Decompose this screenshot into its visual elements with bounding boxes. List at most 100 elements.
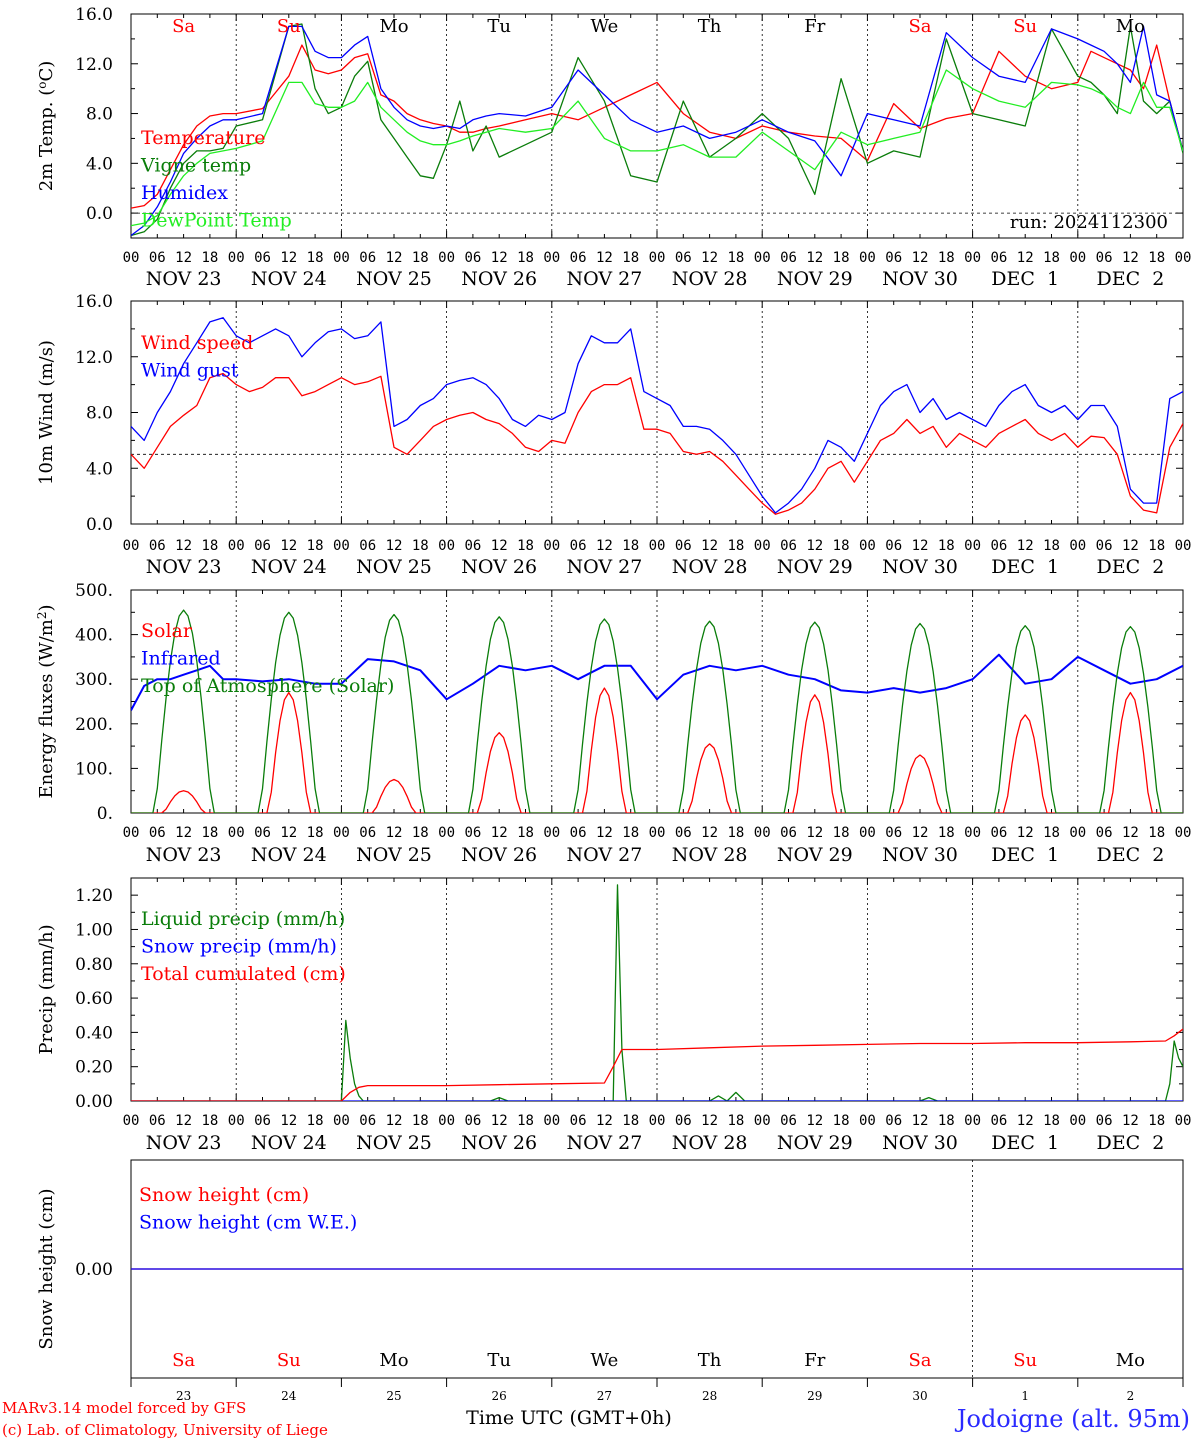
hour-label: 06 <box>780 250 797 266</box>
hour-label: 12 <box>701 250 718 266</box>
hour-label: 18 <box>307 1113 324 1129</box>
date-label: NOV 29 <box>777 556 853 578</box>
legend-entry: Snow height (cm W.E.) <box>139 1212 357 1234</box>
series-line <box>131 25 1183 237</box>
hour-label: 00 <box>228 250 245 266</box>
hour-label: 00 <box>859 825 876 841</box>
hour-label: 12 <box>1017 825 1034 841</box>
hour-label: 00 <box>228 538 245 554</box>
hour-label: 06 <box>990 250 1007 266</box>
y-axis-label: 2m Temp. (oC) <box>35 61 57 192</box>
hour-label: 06 <box>1096 825 1113 841</box>
hour-label: 06 <box>464 538 481 554</box>
y-tick-label: 1.00 <box>75 920 113 940</box>
y-tick-label: 300. <box>75 670 113 690</box>
date-label: NOV 25 <box>356 556 432 578</box>
day-number-label: 25 <box>386 1389 401 1403</box>
legend-entry: Temperature <box>141 127 265 149</box>
hour-label: 00 <box>964 1113 981 1129</box>
hour-label: 12 <box>280 538 297 554</box>
hour-label: 18 <box>622 538 639 554</box>
day-number-label: 26 <box>492 1389 507 1403</box>
hour-label: 18 <box>201 825 218 841</box>
hour-label: 06 <box>149 538 166 554</box>
hour-label: 18 <box>201 250 218 266</box>
legend-entry: Humidex <box>141 182 228 204</box>
panel-1: 0.0 4.0 8.0 12.0 16.0 2m Temp. (oC) 00 06 12 18 00… <box>35 5 1191 290</box>
date-label: NOV 29 <box>777 1132 853 1154</box>
date-label: DEC 1 <box>991 268 1059 290</box>
hour-label: 00 <box>438 538 455 554</box>
y-tick-label: 0.60 <box>75 989 113 1009</box>
hour-label: 06 <box>780 538 797 554</box>
date-label: NOV 23 <box>146 844 222 866</box>
legend-entry: Wind speed <box>141 332 253 354</box>
hour-label: 12 <box>912 250 929 266</box>
date-label: NOV 27 <box>566 844 642 866</box>
hour-label: 12 <box>1017 1113 1034 1129</box>
hour-label: 18 <box>833 538 850 554</box>
day-of-week-label: Su <box>277 16 301 37</box>
hour-label: 18 <box>622 250 639 266</box>
hour-label: 00 <box>333 250 350 266</box>
run-label: run: 2024112300 <box>1010 212 1168 233</box>
y-tick-label: 0.00 <box>75 1092 113 1112</box>
date-label: NOV 30 <box>882 556 958 578</box>
day-number-label: 28 <box>702 1389 717 1403</box>
hour-label: 00 <box>333 1113 350 1129</box>
hour-label: 18 <box>307 538 324 554</box>
hour-label: 12 <box>175 1113 192 1129</box>
hour-label: 00 <box>859 250 876 266</box>
hour-label: 06 <box>464 1113 481 1129</box>
date-label: NOV 28 <box>672 844 748 866</box>
hour-label: 18 <box>833 1113 850 1129</box>
hour-label: 06 <box>990 825 1007 841</box>
hour-label: 00 <box>1175 1113 1192 1129</box>
hour-label: 12 <box>596 1113 613 1129</box>
hour-label: 00 <box>859 1113 876 1129</box>
legend-entry: Solar <box>141 620 193 642</box>
legend-entry: Total cumulated (cm) <box>141 963 346 985</box>
day-of-week-label: Tu <box>487 16 511 37</box>
day-of-week-label: We <box>591 16 619 37</box>
hour-label: 18 <box>938 1113 955 1129</box>
hour-label: 06 <box>675 1113 692 1129</box>
series-group <box>131 609 1183 813</box>
hour-label: 06 <box>464 250 481 266</box>
y-axis-label: Energy fluxes (W/m2) <box>35 604 57 798</box>
hour-label: 12 <box>175 538 192 554</box>
day-of-week-label: Su <box>277 1350 301 1371</box>
day-of-week-label: Sa <box>172 16 195 37</box>
hour-label: 00 <box>1069 825 1086 841</box>
hour-label: 06 <box>254 538 271 554</box>
hour-label: 18 <box>412 250 429 266</box>
y-tick-label: 100. <box>75 759 113 779</box>
day-of-week-label: Th <box>698 1350 722 1371</box>
hour-label: 06 <box>990 538 1007 554</box>
date-label: NOV 23 <box>146 1132 222 1154</box>
hour-label: 06 <box>464 825 481 841</box>
y-tick-label: 16.0 <box>75 5 113 25</box>
day-of-week-label: Mo <box>379 1350 408 1371</box>
series-line <box>131 609 1183 813</box>
y-tick-label: 0.0 <box>86 515 113 535</box>
legend-entry: Vigne temp <box>140 155 251 177</box>
hour-label: 06 <box>1096 250 1113 266</box>
hour-label: 12 <box>701 1113 718 1129</box>
hour-label: 12 <box>386 250 403 266</box>
y-tick-label: 8.0 <box>86 105 113 125</box>
hour-label: 18 <box>622 1113 639 1129</box>
hour-label: 18 <box>1043 825 1060 841</box>
hour-label: 00 <box>543 825 560 841</box>
hour-label: 00 <box>859 538 876 554</box>
y-tick-label: 12.0 <box>75 348 113 368</box>
hour-label: 00 <box>123 825 140 841</box>
date-label: NOV 26 <box>461 556 537 578</box>
credit-line-2: (c) Lab. of Climatology, University of L… <box>2 1421 328 1439</box>
hour-label: 06 <box>1096 538 1113 554</box>
series-line <box>131 372 1183 515</box>
day-number-label: 2 <box>1127 1389 1135 1403</box>
hour-label: 06 <box>359 1113 376 1129</box>
day-of-week-label: Sa <box>172 1350 195 1371</box>
series-line <box>131 69 1183 227</box>
